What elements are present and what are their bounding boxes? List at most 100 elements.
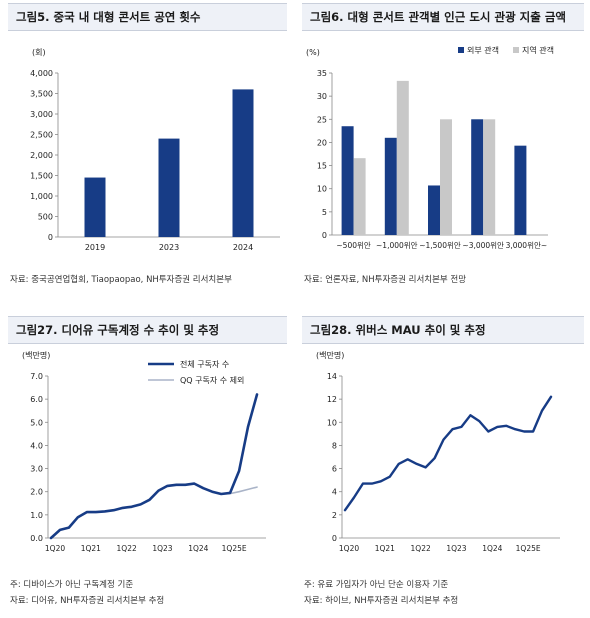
fig28-x-tick-label: 1Q22 xyxy=(411,544,431,553)
fig27-y-tick-label: 3.0 xyxy=(30,465,43,474)
fig6-legend-label: 지역 관객 xyxy=(522,45,554,55)
fig6-y-tick-label: 0 xyxy=(322,231,327,240)
fig6-bar xyxy=(514,145,527,235)
fig27-y-tick-label: 2.0 xyxy=(30,488,43,497)
fig27-legend-label: 전체 구독자 수 xyxy=(180,359,229,369)
fig27-y-tick-label: 1.0 xyxy=(30,511,43,520)
figure-6-title: 그림6. 대형 콘서트 관객별 인근 도시 관광 지출 금액 xyxy=(310,10,566,24)
fig6-bar xyxy=(440,119,452,235)
fig6-legend-swatch xyxy=(513,47,519,53)
figure-5-title-bar: 그림5. 중국 내 대형 콘서트 공연 횟수 xyxy=(8,3,287,31)
figure-5-panel: 그림5. 중국 내 대형 콘서트 공연 횟수 0 500 1,000 1,500 2,0… xyxy=(8,3,287,293)
fig5-y-tick-label: 500 xyxy=(38,213,53,222)
fig5-y-tick-label: 3,000 xyxy=(30,110,53,119)
fig27-x-tick-label: 1Q24 xyxy=(188,544,208,553)
fig28-y-tick-label: 2 xyxy=(332,511,337,520)
fig5-bar xyxy=(158,138,180,237)
fig6-x-tick-label: ~1,000위안 xyxy=(376,240,418,250)
fig27-x-tick-label: 1Q23 xyxy=(152,544,172,553)
fig6-x-tick-label: ~500위안 xyxy=(336,240,370,250)
fig6-x-tick-label: ~1,500위안 xyxy=(419,240,461,250)
figure-5-title: 그림5. 중국 내 대형 콘서트 공연 횟수 xyxy=(16,10,201,24)
fig5-bar xyxy=(84,177,106,237)
fig28-series-line xyxy=(343,395,553,512)
fig27-unit-label: (백만명) xyxy=(22,350,50,360)
fig28-y-tick-label: 4 xyxy=(332,488,337,497)
figure-28-chart: 0 2 4 6 8 10 12 14 (백만명) 1Q20 1Q21 1Q22 1Q23 1Q24 1Q25… xyxy=(316,350,560,553)
figure-27-source: 자료: 디어유, NH투자증권 리서치본부 추정 xyxy=(10,596,165,606)
fig28-x-tick-label: 1Q24 xyxy=(482,544,502,553)
fig28-x-tick-label: 1Q23 xyxy=(446,544,466,553)
fig6-x-tick-label: 3,000위안~ xyxy=(506,240,548,250)
figure-28-source: 자료: 하이브, NH투자증권 리서치본부 추정 xyxy=(304,596,459,606)
figure-28-panel: 그림28. 위버스 MAU 추이 및 추정 0 2 4 6 8 10 12 14 (백만명) 1Q… xyxy=(302,316,584,616)
fig6-y-tick-label: 35 xyxy=(317,69,327,78)
fig28-y-tick-label: 12 xyxy=(327,395,337,404)
fig6-legend-label: 외부 관객 xyxy=(467,45,499,55)
fig28-unit-label: (백만명) xyxy=(316,350,344,360)
figure-6-source: 자료: 언론자료, NH투자증권 리서치본부 전망 xyxy=(304,275,467,285)
fig6-bar xyxy=(341,126,354,235)
fig5-y-tick-label: 0 xyxy=(48,233,53,242)
fig5-bar xyxy=(232,89,254,238)
fig28-y-tick-label: 8 xyxy=(332,441,337,450)
fig28-y-tick-label: 10 xyxy=(327,418,337,427)
fig28-y-tick-label: 0 xyxy=(332,534,337,543)
fig5-y-tick-label: 2,500 xyxy=(30,131,53,140)
fig5-y-tick-label: 2,000 xyxy=(30,151,53,160)
figure-5-chart: 0 500 1,000 1,500 2,000 2,500 3,000 3,500 4,000 (… xyxy=(30,48,280,252)
fig5-y-tick-label: 3,500 xyxy=(30,90,53,99)
fig6-bar xyxy=(353,158,366,235)
figure-27-note: 주: 디바이스가 아닌 구독계정 기준 xyxy=(10,580,134,590)
fig28-y-tick-label: 6 xyxy=(332,465,337,474)
figure-5-source: 자료: 중국공연업협회, Tiaopaopao, NH투자증권 리서치본부 xyxy=(10,275,232,285)
figure-27-title: 그림27. 디어유 구독계정 수 추이 및 추정 xyxy=(16,323,220,337)
fig27-y-tick-label: 6.0 xyxy=(30,395,43,404)
figure-27-title-bar: 그림27. 디어유 구독계정 수 추이 및 추정 xyxy=(8,316,287,344)
fig28-x-tick-label: 1Q21 xyxy=(375,544,395,553)
fig28-y-tick-label: 14 xyxy=(327,372,337,381)
fig6-y-tick-label: 10 xyxy=(317,185,327,194)
figure-27-chart: 0.0 1.0 2.0 3.0 4.0 5.0 6.0 7.0 (백만명) 1Q20 1Q21 1Q2… xyxy=(22,350,266,553)
fig6-y-tick-label: 30 xyxy=(317,92,327,101)
fig28-x-tick-label: 1Q20 xyxy=(339,544,359,553)
fig27-legend-label: QQ 구독자 수 제외 xyxy=(180,375,244,385)
fig5-x-tick-label: 2024 xyxy=(233,243,253,252)
fig5-y-tick-label: 1,000 xyxy=(30,192,53,201)
fig27-x-tick-label: 1Q20 xyxy=(45,544,65,553)
fig5-x-tick-label: 2023 xyxy=(159,243,179,252)
figure-28-note: 주: 유료 가입자가 아닌 단순 이용자 기준 xyxy=(304,580,449,590)
fig6-y-tick-label: 15 xyxy=(317,162,327,171)
fig6-x-tick-label: ~3,000위안 xyxy=(462,240,504,250)
fig27-y-tick-label: 4.0 xyxy=(30,441,43,450)
fig27-series-line xyxy=(49,393,259,540)
fig27-x-tick-label: 1Q25E xyxy=(222,544,247,553)
fig5-unit-label: (회) xyxy=(32,48,46,57)
fig6-unit-label: (%) xyxy=(306,48,320,57)
figure-28-title-bar: 그림28. 위버스 MAU 추이 및 추정 xyxy=(302,316,584,344)
fig27-series-line xyxy=(50,482,258,539)
fig28-x-tick-label: 1Q25E xyxy=(516,544,541,553)
fig5-y-tick-label: 1,500 xyxy=(30,172,53,181)
fig27-x-tick-label: 1Q21 xyxy=(81,544,101,553)
figure-6-chart: 0 5 10 15 20 25 30 35 (%) ~500위안 ~1,000위안 ~1,500위안 ~… xyxy=(306,45,554,250)
fig27-y-tick-label: 7.0 xyxy=(30,372,43,381)
fig27-y-tick-label: 5.0 xyxy=(30,418,43,427)
figure-27-panel: 그림27. 디어유 구독계정 수 추이 및 추정 0.0 1.0 2.0 3.0 4.0… xyxy=(8,316,287,616)
fig27-y-tick-label: 0.0 xyxy=(30,534,43,543)
fig6-y-tick-label: 5 xyxy=(322,208,327,217)
fig6-y-tick-label: 20 xyxy=(317,138,327,147)
fig6-y-tick-label: 25 xyxy=(317,115,327,124)
figure-28-title: 그림28. 위버스 MAU 추이 및 추정 xyxy=(310,323,486,337)
figure-6-title-bar: 그림6. 대형 콘서트 관객별 인근 도시 관광 지출 금액 xyxy=(302,3,584,31)
fig6-bar xyxy=(384,137,397,235)
fig6-bar xyxy=(471,119,484,235)
fig27-x-tick-label: 1Q22 xyxy=(117,544,137,553)
figure-6-panel: 그림6. 대형 콘서트 관객별 인근 도시 관광 지출 금액 0 5 10 15 20 2… xyxy=(302,3,584,293)
fig6-legend-swatch xyxy=(458,47,464,53)
fig6-bar xyxy=(483,119,496,235)
fig6-bar xyxy=(428,185,440,235)
fig6-bar xyxy=(396,80,409,236)
fig5-y-tick-label: 4,000 xyxy=(30,69,53,78)
fig5-x-tick-label: 2019 xyxy=(85,243,105,252)
